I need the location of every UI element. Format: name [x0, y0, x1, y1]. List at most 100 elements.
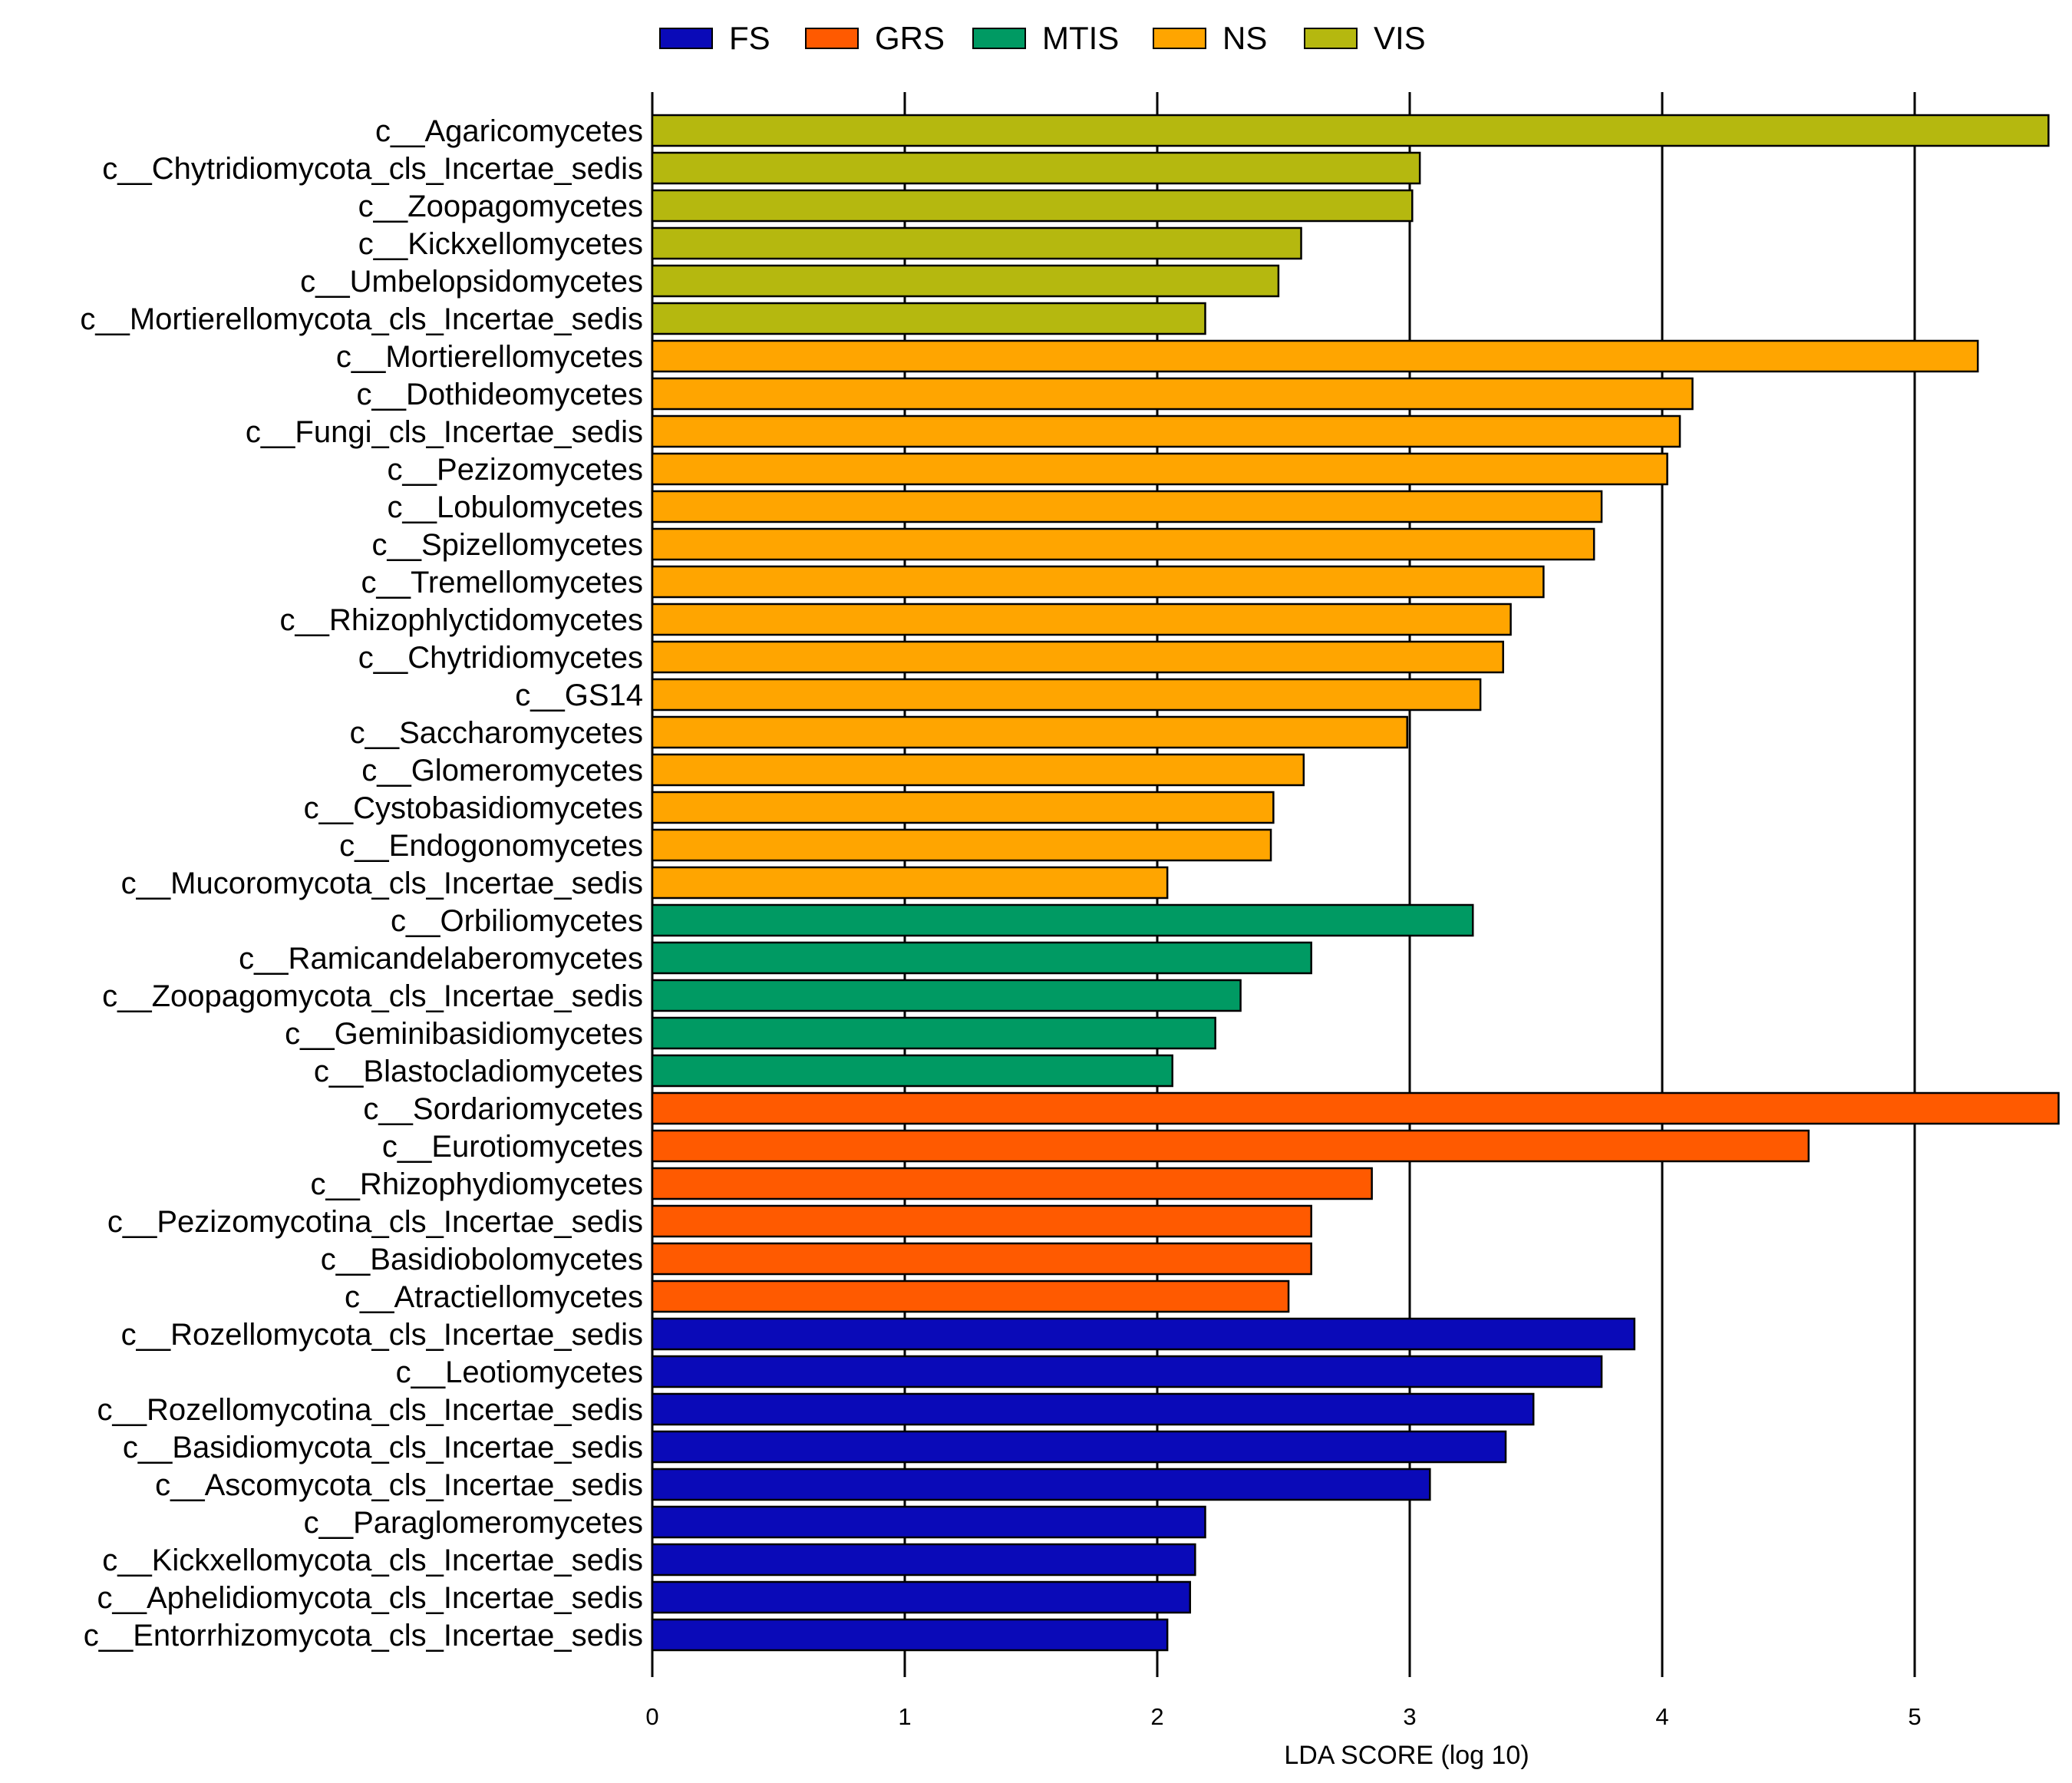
bar-agaricomycetes: [651, 114, 2050, 147]
category-label: c__Tremellomycetes: [361, 566, 643, 599]
bar-orbiliomycetes: [651, 903, 1474, 937]
bar-kickxellomycota_cls_incertae_sedis: [651, 1543, 1196, 1577]
category-label: c__Endogonomycetes: [339, 829, 643, 863]
legend-label-vis: VIS: [1374, 20, 1426, 56]
legend: FS GRS MTIS NS VIS: [659, 20, 1426, 56]
category-label: c__Pezizomycotina_cls_Incertae_sedis: [107, 1205, 643, 1239]
bar-mucoromycota_cls_incertae_sedis: [651, 866, 1169, 900]
category-label: c__Umbelopsidomycetes: [300, 265, 643, 299]
category-label: c__Eurotiomycetes: [382, 1130, 643, 1164]
bar-basidiobolomycetes: [651, 1242, 1312, 1276]
bar-endogonomycetes: [651, 828, 1272, 862]
bar-blastocladiomycetes: [651, 1054, 1173, 1088]
bar-aphelidiomycota_cls_incertae_sedis: [651, 1580, 1192, 1614]
category-label: c__Mortierellomycota_cls_Incertae_sedis: [80, 302, 643, 336]
category-label: c__Aphelidiomycota_cls_Incertae_sedis: [97, 1581, 643, 1615]
category-label: c__Rhizophlyctidomycetes: [279, 603, 643, 637]
category-label: c__Basidiobolomycetes: [321, 1243, 643, 1276]
legend-swatch-ns: [1153, 28, 1206, 49]
bar-eurotiomycetes: [651, 1129, 1810, 1163]
bar-atractiellomycetes: [651, 1279, 1290, 1313]
category-label: c__Mucoromycota_cls_Incertae_sedis: [121, 867, 643, 900]
bar-mortierellomycota_cls_incertae_sedis: [651, 302, 1206, 335]
category-label: c__Paraglomeromycetes: [304, 1506, 643, 1540]
bar-dothideomycetes: [651, 377, 1694, 411]
category-label: c__Blastocladiomycetes: [314, 1055, 643, 1088]
bar-umbelopsidomycetes: [651, 264, 1280, 298]
category-label: c__Leotiomycetes: [396, 1355, 643, 1389]
bar-sordariomycetes: [651, 1091, 2060, 1125]
category-label: c__Orbiliomycetes: [391, 904, 643, 938]
bar-pezizomycetes: [651, 452, 1668, 486]
category-label: c__Fungi_cls_Incertae_sedis: [246, 415, 643, 449]
category-label: c__Glomeromycetes: [361, 754, 643, 787]
bar-mortierellomycetes: [651, 339, 1979, 373]
bar-rhizophlyctidomycetes: [651, 603, 1512, 636]
bar-chytridiomycota_cls_incertae_sedis: [651, 151, 1421, 185]
bar-zoopagomycetes: [651, 189, 1414, 223]
bar-rhizophydiomycetes: [651, 1167, 1373, 1200]
category-label: c__Chytridiomycetes: [358, 641, 643, 675]
bar-tremellomycetes: [651, 565, 1545, 599]
bar-glomeromycetes: [651, 753, 1305, 787]
bar-chytridiomycetes: [651, 640, 1504, 674]
category-label: c__Dothideomycetes: [356, 378, 643, 411]
category-label: c__Kickxellomycota_cls_Incertae_sedis: [102, 1544, 643, 1577]
x-tick-label: 3: [1403, 1703, 1416, 1730]
category-label: c__Rozellomycota_cls_Incertae_sedis: [121, 1318, 643, 1352]
bar-zoopagomycota_cls_incertae_sedis: [651, 979, 1242, 1012]
category-label: c__Lobulomycetes: [387, 490, 643, 524]
category-label: c__Rozellomycotina_cls_Incertae_sedis: [97, 1393, 643, 1427]
bar-paraglomeromycetes: [651, 1505, 1206, 1539]
category-label: c__Zoopagomycetes: [358, 190, 643, 223]
bars: [651, 114, 2060, 1652]
bar-saccharomycetes: [651, 715, 1408, 749]
bar-lobulomycetes: [651, 490, 1603, 523]
category-label: c__Pezizomycetes: [388, 453, 643, 487]
bar-rozellomycotina_cls_incertae_sedis: [651, 1392, 1535, 1426]
legend-swatch-mtis: [972, 28, 1026, 49]
bar-rozellomycota_cls_incertae_sedis: [651, 1317, 1636, 1351]
legend-swatch-grs: [805, 28, 859, 49]
x-tick-label: 0: [645, 1703, 658, 1730]
category-label: c__Chytridiomycota_cls_Incertae_sedis: [102, 152, 643, 186]
category-label: c__Spizellomycetes: [372, 528, 644, 562]
legend-label-mtis: MTIS: [1042, 20, 1119, 56]
bar-cystobasidiomycetes: [651, 791, 1275, 824]
x-tick-label: 1: [898, 1703, 911, 1730]
x-tick-label: 4: [1655, 1703, 1668, 1730]
category-label: c__Agaricomycetes: [375, 114, 643, 148]
bar-geminibasidiomycetes: [651, 1016, 1216, 1050]
bar-ramicandelaberomycetes: [651, 941, 1312, 975]
bar-gs14: [651, 678, 1482, 712]
legend-swatch-vis: [1304, 28, 1358, 49]
bar-basidiomycota_cls_incertae_sedis: [651, 1430, 1507, 1464]
category-label: c__Zoopagomycota_cls_Incertae_sedis: [102, 979, 643, 1013]
legend-label-ns: NS: [1222, 20, 1267, 56]
bar-leotiomycetes: [651, 1355, 1603, 1388]
bar-spizellomycetes: [651, 527, 1595, 561]
x-axis: 0 1 2 3 4 5: [645, 1703, 1921, 1730]
category-label: c__Ascomycota_cls_Incertae_sedis: [155, 1468, 643, 1502]
category-label: c__Mortierellomycetes: [336, 340, 643, 374]
category-label: c__Cystobasidiomycetes: [304, 791, 643, 825]
bar-fungi_cls_incertae_sedis: [651, 414, 1681, 448]
x-axis-title: LDA SCORE (log 10): [1284, 1741, 1529, 1770]
legend-label-grs: GRS: [875, 20, 945, 56]
bar-entorrhizomycota_cls_incertae_sedis: [651, 1618, 1169, 1652]
legend-swatch-fs: [659, 28, 713, 49]
category-label: c__Atractiellomycetes: [345, 1280, 643, 1314]
category-label: c__GS14: [515, 679, 643, 712]
category-label: c__Sordariomycetes: [363, 1092, 643, 1126]
category-label: c__Rhizophydiomycetes: [310, 1167, 643, 1201]
category-label: c__Ramicandelaberomycetes: [239, 942, 643, 976]
x-tick-label: 2: [1150, 1703, 1163, 1730]
category-label: c__Basidiomycota_cls_Incertae_sedis: [123, 1431, 643, 1464]
bar-ascomycota_cls_incertae_sedis: [651, 1468, 1431, 1501]
category-labels: c__Agaricomycetes c__Chytridiomycota_cls_…: [80, 114, 643, 1653]
category-label: c__Geminibasidiomycetes: [285, 1017, 643, 1051]
category-label: c__Saccharomycetes: [350, 716, 643, 750]
x-tick-label: 5: [1908, 1703, 1921, 1730]
category-label: c__Kickxellomycetes: [358, 227, 643, 261]
